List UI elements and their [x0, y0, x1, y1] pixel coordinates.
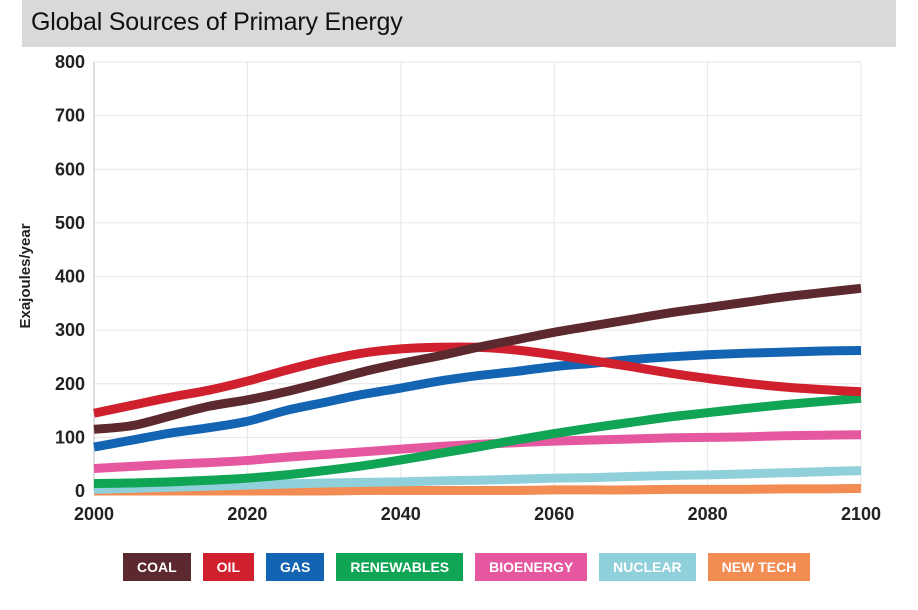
series-line-new-tech: [93, 483, 862, 496]
y-tick-label: 100: [55, 427, 85, 447]
y-tick-label: 500: [55, 213, 85, 233]
series-line-gas: [93, 346, 862, 452]
x-tick-label: 2060: [534, 504, 574, 524]
x-tick-label: 2040: [381, 504, 421, 524]
x-tick-label: 2000: [74, 504, 114, 524]
x-tick-label: 2020: [227, 504, 267, 524]
x-tick-label: 2100: [841, 504, 881, 524]
series-line-nuclear: [93, 466, 862, 494]
line-chart: 0 100 200 300 400 500 600 700 800 2000 2020 2040 206…: [17, 52, 881, 524]
chart-title: Global Sources of Primary Energy: [31, 8, 403, 36]
y-tick-label: 0: [75, 481, 85, 501]
legend: COAL OIL GAS RENEWABLES BIOENERGY NUCLEAR NEW …: [123, 553, 811, 581]
y-tick-label: 300: [55, 320, 85, 340]
legend-item-new-tech: NEW TECH: [707, 553, 811, 581]
title-bar: Global Sources of Primary Energy: [22, 0, 896, 47]
y-tick-label: 600: [55, 159, 85, 179]
legend-item-nuclear: NUCLEAR: [599, 553, 696, 581]
legend-item-renewables: RENEWABLES: [336, 553, 464, 581]
y-tick-label: 400: [55, 267, 85, 287]
legend-item-coal: COAL: [123, 553, 191, 581]
legend-item-gas: GAS: [266, 553, 325, 581]
y-tick-label: 800: [55, 52, 85, 72]
legend-item-bioenergy: BIOENERGY: [475, 553, 588, 581]
y-tick-label: 700: [55, 106, 85, 126]
x-tick-label: 2080: [688, 504, 728, 524]
y-axis-label: Exajoules/year: [17, 223, 34, 328]
series-line-renewables: [93, 393, 862, 488]
legend-item-oil: OIL: [202, 553, 255, 581]
y-tick-label: 200: [55, 374, 85, 394]
series-line-coal: [93, 283, 862, 434]
